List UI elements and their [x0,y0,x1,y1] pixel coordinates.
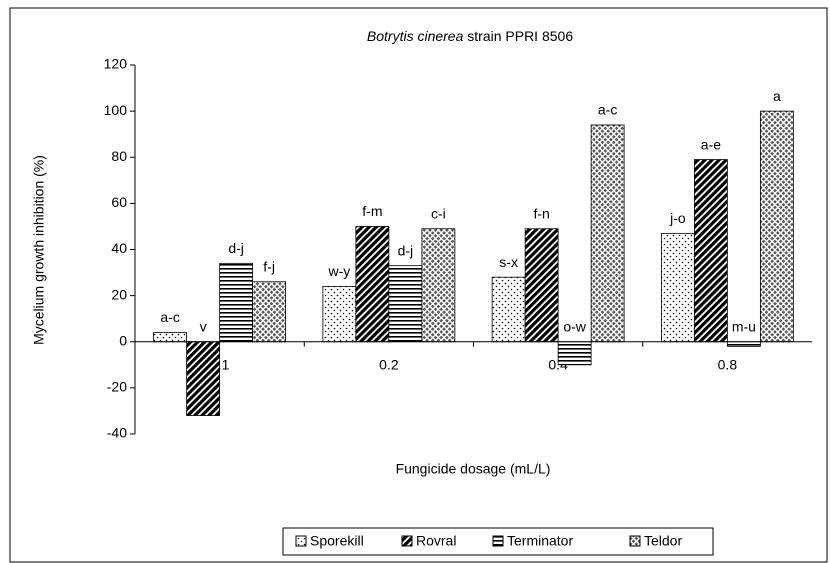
bar [252,281,287,343]
legend-box [282,527,714,556]
x-tick-label: 0.8 [718,356,738,372]
data-label: j-o [669,210,686,226]
data-label: f-n [533,205,549,221]
data-label: d-j [228,240,244,256]
legend-label: Rovral [416,533,456,549]
chart-title: Botrytis cinerea strain PPRI 8506 [367,28,573,44]
data-label: s-x [499,254,518,270]
bar [219,262,254,343]
legend-swatch [629,535,641,547]
y-tick-label: -40 [107,425,127,441]
data-label: a-e [701,136,721,152]
data-label: f-j [263,258,275,274]
data-label: o-w [563,318,586,334]
y-tick-label: 120 [104,56,128,72]
data-label: m-u [732,318,756,334]
data-label: a [773,88,781,104]
bar [557,341,592,366]
bar [759,110,794,343]
chart-border [9,7,828,563]
bar [590,124,625,343]
data-label: v [200,318,207,334]
data-label: d-j [398,242,414,258]
bar [322,285,357,343]
bar [524,228,559,343]
y-tick-label: 80 [111,148,127,164]
data-label: c-i [431,205,446,221]
y-tick-label: 40 [111,240,127,256]
data-label: f-m [362,203,382,219]
bar [153,332,188,343]
y-tick-label: -20 [107,379,127,395]
data-label: a-c [598,102,617,118]
x-tick-label: 0.2 [379,356,399,372]
legend-label: Teldor [644,533,682,549]
legend-swatch [492,535,504,547]
bar [693,159,728,343]
bar [186,341,221,416]
y-tick-label: 20 [111,286,127,302]
legend-swatch [401,535,413,547]
bar [421,228,456,343]
legend-label: Sporekill [310,533,364,549]
y-axis-label: Mycelium growth inhibition (%) [31,155,47,345]
bar [355,226,390,343]
y-tick-label: 100 [104,102,128,118]
data-label: w-y [327,263,350,279]
data-label: a-c [160,309,179,325]
y-tick-label: 0 [119,332,127,348]
bar [726,341,761,347]
legend-label: Terminator [507,533,573,549]
legend-swatch [295,535,307,547]
y-tick-label: 60 [111,194,127,210]
bar [388,265,423,343]
bar [660,232,695,343]
x-axis-label: Fungicide dosage (mL/L) [396,461,551,477]
bar [491,276,526,343]
